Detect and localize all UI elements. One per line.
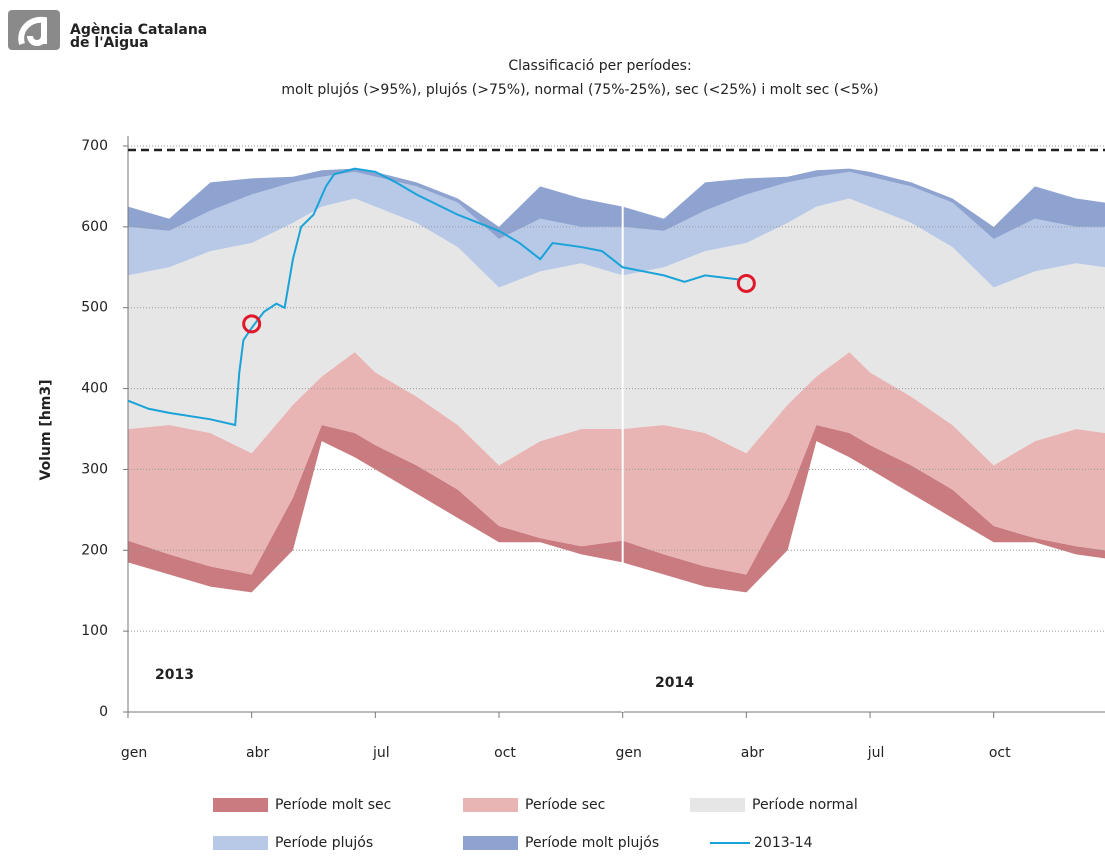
org-name: de l'Aigua <box>70 35 149 51</box>
legend-label: Període sec <box>525 797 605 813</box>
band-area <box>128 198 1105 466</box>
highlight-marker <box>242 314 262 334</box>
logo: Agència Catalana de l'Aigua <box>8 10 207 51</box>
x-tick-label: gen <box>615 745 641 761</box>
legend-swatch <box>213 798 268 812</box>
band-area <box>128 424 1105 593</box>
chart-title: Classificació per períodes: <box>508 58 691 74</box>
logo-mark <box>18 16 47 46</box>
line-series <box>127 167 739 427</box>
legend-label: Període normal <box>752 797 858 813</box>
legend-swatch <box>690 798 745 812</box>
y-tick-label: 0 <box>99 704 108 720</box>
legend-swatch <box>463 836 518 850</box>
y-tick-label: 600 <box>81 219 108 235</box>
y-tick-label: 300 <box>81 461 108 477</box>
y-tick-label: 700 <box>81 138 108 154</box>
y-axis-label: Volum [hm3] <box>38 379 54 480</box>
chart-subtitle: molt plujós (>95%), plujós (>75%), norma… <box>281 82 878 98</box>
highlight-marker <box>736 273 756 293</box>
x-tick-label: gen <box>121 745 147 761</box>
year-label: 2013 <box>155 667 194 683</box>
x-tick-label: jul <box>372 745 390 761</box>
legend-label: Període plujós <box>275 835 373 851</box>
legend-swatch <box>213 836 268 850</box>
y-tick-label: 500 <box>81 300 108 316</box>
y-tick-label: 100 <box>81 623 108 639</box>
band-area <box>128 168 1105 239</box>
x-tick-label: abr <box>246 745 269 761</box>
y-tick-label: 200 <box>81 542 108 558</box>
band-area <box>128 171 1105 288</box>
x-tick-label: oct <box>494 745 516 761</box>
legend-label: 2013-14 <box>754 835 813 851</box>
x-tick-label: jul <box>867 745 885 761</box>
legend-label: Període molt sec <box>275 797 391 813</box>
band-area <box>128 352 1105 575</box>
x-tick-label: oct <box>989 745 1011 761</box>
org-name: Agència Catalana <box>70 22 207 38</box>
y-tick-label: 400 <box>81 381 108 397</box>
legend-swatch <box>463 798 518 812</box>
legend-label: Període molt plujós <box>525 835 659 851</box>
x-tick-label: abr <box>741 745 764 761</box>
year-label: 2014 <box>655 675 694 691</box>
